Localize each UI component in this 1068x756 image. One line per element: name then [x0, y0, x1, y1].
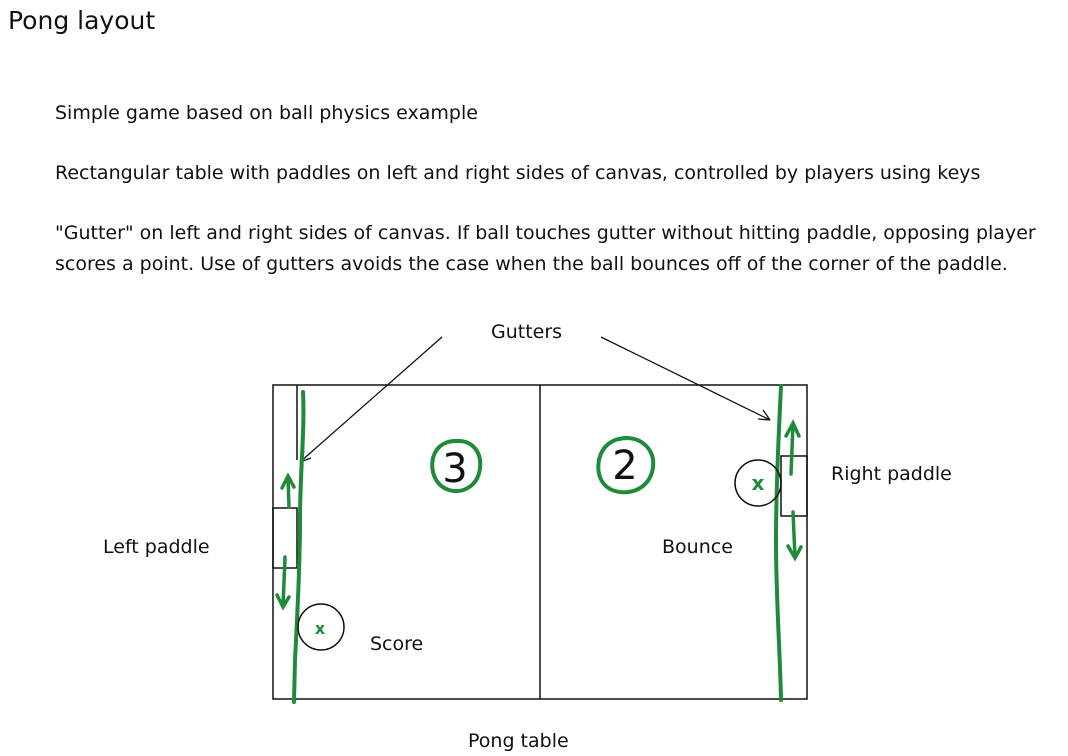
- score-label: Score: [370, 633, 424, 655]
- left-paddle-up-arrow: [280, 472, 296, 509]
- gutters-label: Gutters: [491, 321, 563, 343]
- description-paragraph-3: "Gutter" on left and right sides of canv…: [55, 222, 1036, 275]
- left-paddle-down-arrow: [275, 555, 291, 611]
- pong-table-label: Pong table: [468, 730, 569, 752]
- left-score: 3: [442, 446, 467, 492]
- left-ball-mark: x: [315, 619, 326, 638]
- right-paddle: [780, 455, 808, 517]
- left-gutter-green-stroke: [292, 390, 306, 704]
- bounce-label: Bounce: [662, 536, 733, 558]
- left-ball: [297, 603, 345, 651]
- right-ball: [734, 459, 782, 507]
- gutter-pointer-left: [299, 336, 443, 463]
- right-paddle-label: Right paddle: [831, 463, 952, 485]
- page-title: Pong layout: [8, 6, 156, 35]
- right-gutter-green-stroke: [773, 384, 783, 702]
- left-score-circle: [430, 438, 483, 493]
- right-score: 2: [612, 443, 637, 489]
- description-paragraph-1: Simple game based on ball physics exampl…: [55, 102, 478, 124]
- left-paddle-label: Left paddle: [103, 536, 210, 558]
- right-score-circle: [596, 435, 656, 495]
- description-paragraph-2: Rectangular table with paddles on left a…: [55, 162, 981, 184]
- right-ball-mark: x: [752, 471, 765, 495]
- right-paddle-down-arrow: [786, 510, 803, 562]
- gutter-pointer-right: [600, 336, 771, 421]
- right-paddle-up-arrow: [784, 419, 801, 476]
